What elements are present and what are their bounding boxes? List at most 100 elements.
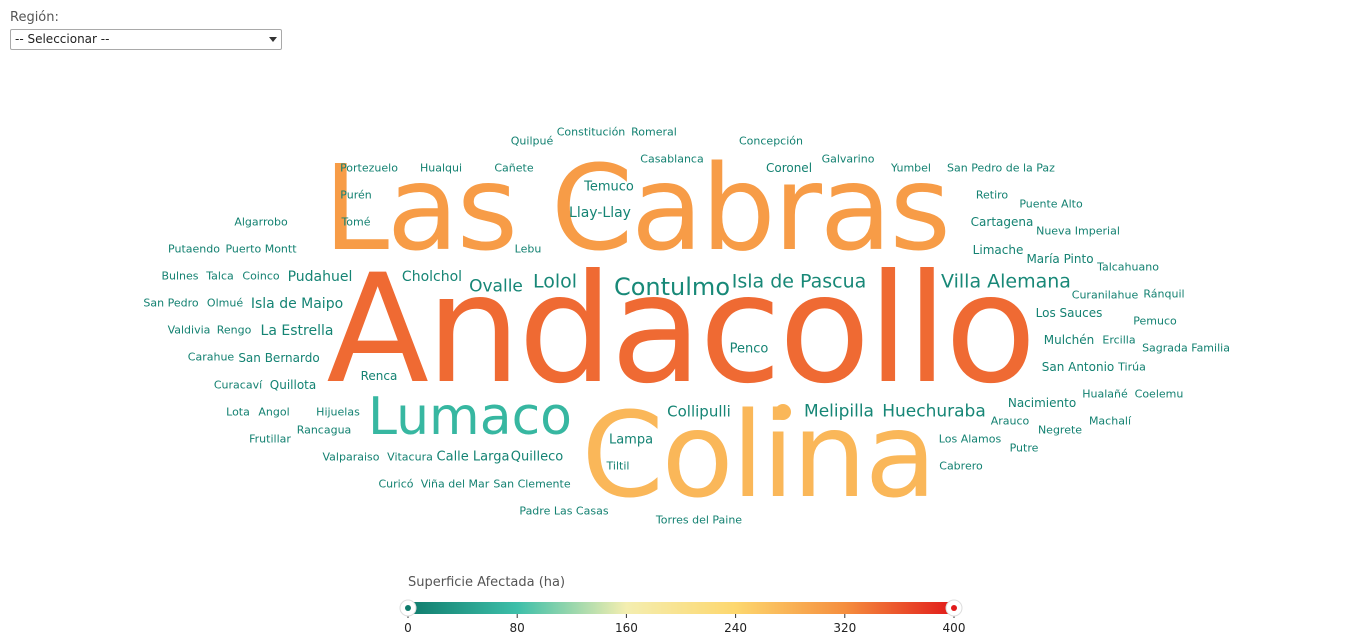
word-olmué: Olmué [206, 296, 244, 310]
word-viña-del-mar: Viña del Mar [420, 477, 490, 491]
word-las-cabras: Las Cabras [323, 139, 951, 277]
word-cañete: Cañete [494, 161, 534, 175]
legend-tick-label: 80 [510, 621, 525, 635]
word-pemuco: Pemuco [1133, 314, 1177, 328]
word-galvarino: Galvarino [821, 152, 875, 166]
word-san-clemente: San Clemente [493, 477, 571, 491]
word-hualañé: Hualañé [1082, 387, 1128, 401]
word-isla-de-pascua: Isla de Pascua [731, 270, 867, 293]
word-nacimiento: Nacimiento [1007, 396, 1077, 410]
word-contulmo: Contulmo [613, 273, 731, 301]
word-romeral: Romeral [631, 125, 677, 139]
word-casablanca: Casablanca [640, 152, 704, 166]
word-valdivia: Valdivia [167, 323, 211, 337]
word-tomé: Tomé [341, 215, 371, 229]
word-frutillar: Frutillar [249, 432, 291, 446]
word-la-estrella: La Estrella [260, 323, 334, 339]
word-lumaco: Lumaco [368, 387, 572, 447]
word-valparaiso: Valparaiso [322, 450, 380, 464]
word-nueva-imperial: Nueva Imperial [1036, 224, 1120, 238]
legend-title: Superficie Afectada (ha) [408, 575, 566, 590]
word-lebu: Lebu [514, 242, 542, 256]
word-constitución: Constitución [556, 125, 626, 139]
word-quillota: Quillota [269, 378, 317, 392]
word-isla-de-maipo: Isla de Maipo [250, 296, 344, 312]
word-rengo: Rengo [216, 323, 252, 337]
word-sagrada-familia: Sagrada Familia [1142, 341, 1230, 355]
word-san-bernardo: San Bernardo [238, 351, 320, 365]
color-legend: 0 80 160 240 320 400 [399, 599, 966, 635]
word-dot-90 [775, 404, 791, 420]
word-curacaví: Curacaví [213, 378, 263, 392]
word-los-alamos: Los Alamos [938, 432, 1002, 446]
word-pudahuel: Pudahuel [287, 269, 353, 285]
legend-tick-label: 160 [615, 621, 638, 635]
legend-tick-label: 400 [943, 621, 966, 635]
word-melipilla: Melipilla [804, 401, 874, 422]
word-coinco: Coinco [242, 269, 280, 283]
word-lolol: Lolol [532, 270, 578, 293]
word-renca: Renca [360, 369, 398, 383]
legend-handle-max[interactable] [945, 599, 963, 617]
word-andacollo: Andacollo [326, 243, 1036, 417]
word-rancagua: Rancagua [296, 423, 352, 437]
word-retiro: Retiro [975, 188, 1009, 202]
word-padre-las-casas: Padre Las Casas [519, 504, 609, 518]
legend-handle-min[interactable] [399, 599, 417, 617]
word-mulchén: Mulchén [1043, 333, 1095, 347]
word-coelemu: Coelemu [1134, 387, 1184, 401]
word-algarrobo: Algarrobo [234, 215, 288, 229]
word-huechuraba: Huechuraba [882, 401, 986, 422]
word-puerto-montt: Puerto Montt [225, 242, 297, 256]
word-penco: Penco [729, 341, 769, 357]
chevron-down-icon [269, 37, 277, 42]
word-concepción: Concepción [739, 134, 803, 148]
word-vitacura: Vitacura [387, 450, 433, 464]
word-tirúa: Tirúa [1118, 360, 1146, 374]
word-puente-alto: Puente Alto [1019, 197, 1083, 211]
region-label: Región: [10, 10, 59, 25]
word-ovalle: Ovalle [469, 276, 523, 297]
word-san-antonio: San Antonio [1041, 360, 1115, 374]
word-putaendo: Putaendo [168, 242, 220, 256]
word-negrete: Negrete [1037, 423, 1083, 437]
word-talcahuano: Talcahuano [1097, 260, 1159, 274]
word-machalí: Machalí [1088, 414, 1132, 428]
word-talca: Talca [206, 269, 234, 283]
word-cholchol: Cholchol [401, 269, 463, 285]
legend-gradient-bar [408, 602, 954, 614]
word-los-sauces: Los Sauces [1035, 306, 1103, 320]
word-putre: Putre [1009, 441, 1039, 455]
word-curanilahue: Curanilahue [1071, 288, 1139, 302]
word-collipulli: Collipulli [667, 402, 731, 421]
word-hualqui: Hualqui [419, 161, 463, 175]
word-ercilla: Ercilla [1102, 333, 1136, 347]
word-ránquil: Ránquil [1143, 287, 1185, 301]
word-torres-del-paine: Torres del Paine [655, 513, 743, 527]
word-bulnes: Bulnes [161, 269, 199, 283]
region-select-value: -- Seleccionar -- [15, 32, 110, 46]
word-yumbel: Yumbel [891, 161, 931, 175]
word-purén: Purén [340, 188, 372, 202]
word-colina: Colina [581, 386, 936, 524]
word-portezuelo: Portezuelo [340, 161, 398, 175]
word-limache: Limache [972, 243, 1024, 257]
word-cartagena: Cartagena [970, 215, 1034, 229]
word-villa-alemana: Villa Alemana [941, 270, 1071, 293]
word-calle-larga: Calle Larga [436, 449, 510, 465]
word-cabrero: Cabrero [939, 459, 983, 473]
region-select[interactable]: -- Seleccionar -- [10, 29, 282, 50]
word-quilleco: Quilleco [510, 449, 564, 465]
word-arauco: Arauco [990, 414, 1030, 428]
word-lota: Lota [226, 405, 250, 419]
legend-tick-label: 240 [724, 621, 747, 635]
word-temuco: Temuco [584, 179, 634, 195]
legend-tick-label: 320 [833, 621, 856, 635]
word-coronel: Coronel [765, 161, 813, 175]
word-san-pedro-de-la-paz: San Pedro de la Paz [947, 161, 1055, 175]
word-lampa: Lampa [608, 432, 654, 448]
word-quilpué: Quilpué [510, 134, 554, 148]
legend-tick-label: 0 [404, 621, 412, 635]
word-angol: Angol [258, 405, 290, 419]
